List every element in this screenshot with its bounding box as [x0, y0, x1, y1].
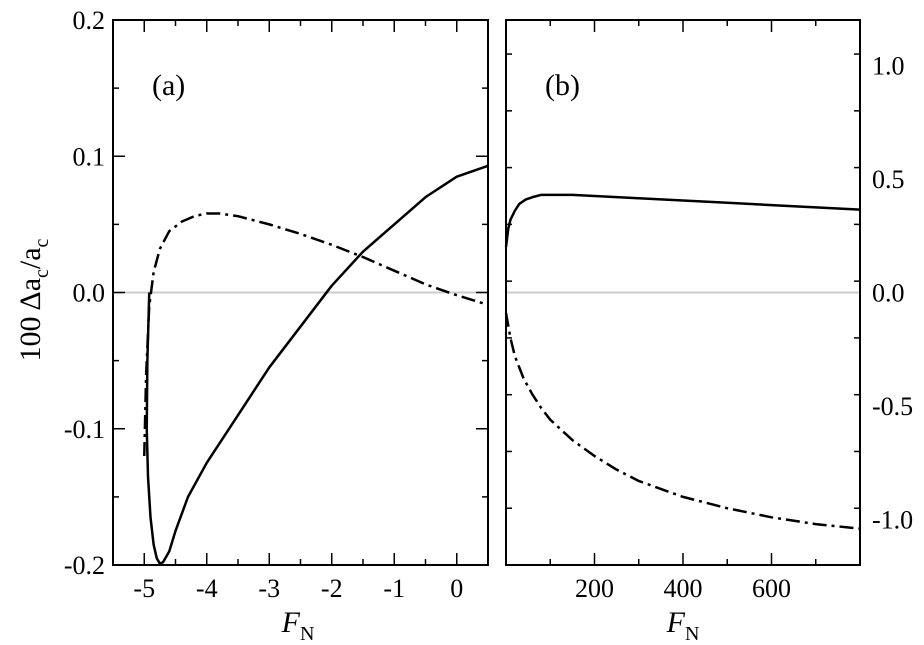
series-solid-line [145, 164, 489, 565]
series-solid-line [504, 193, 861, 248]
x-tick-label: -2 [321, 574, 343, 603]
y-axis-title: 100 Δac/ac [14, 238, 53, 361]
x-tick-label: 600 [752, 574, 791, 603]
y-tick-label: 0.2 [73, 6, 106, 35]
x-axis-title-a-sub: N [300, 623, 314, 645]
y-tick-label: 0.0 [872, 279, 905, 308]
y-axis-title-sub: c [31, 269, 53, 278]
x-tick-label: 0 [450, 574, 463, 603]
x-tick-label: -4 [196, 574, 218, 603]
panel-b-label: (b) [545, 69, 580, 102]
y-tick-label: 0.1 [73, 142, 106, 171]
y-axis-title-main: 100 Δa [14, 278, 47, 361]
y-tick-label: -0.2 [64, 551, 105, 580]
y-axis-title-sub2: c [31, 238, 53, 247]
x-axis-title-b-main: F [666, 606, 686, 639]
y-tick-label: 1.0 [872, 51, 905, 80]
x-axis-title-a: FN [281, 606, 315, 645]
series-dash-dot-line [143, 212, 489, 457]
x-tick-label: -1 [383, 574, 405, 603]
x-tick-label: -5 [133, 574, 155, 603]
y-tick-label: -0.1 [64, 415, 105, 444]
x-axis-title-a-main: F [281, 606, 301, 639]
panel-b: -1.0 -0.5 0.0 0.5 1.0 200 400 600 [504, 19, 913, 603]
x-tick-label: 400 [664, 574, 703, 603]
x-tick-label: -3 [258, 574, 280, 603]
x-axis-title-b-sub: N [685, 623, 699, 645]
y-tick-label: -0.5 [872, 392, 913, 421]
x-tick-label: 200 [575, 574, 614, 603]
panel-a-label: (a) [152, 69, 185, 102]
series-dash-dot-line [504, 312, 861, 530]
panel-a: -0.2 -0.1 0.0 0.1 0.2 -5 -4 -3 -2 -1 0 [64, 6, 489, 603]
y-tick-label: 0.0 [73, 279, 106, 308]
y-tick-label: -1.0 [872, 506, 913, 535]
x-axis-title-b: FN [666, 606, 700, 645]
y-tick-label: 0.5 [872, 165, 905, 194]
y-axis-title-mid: /a [14, 247, 47, 269]
